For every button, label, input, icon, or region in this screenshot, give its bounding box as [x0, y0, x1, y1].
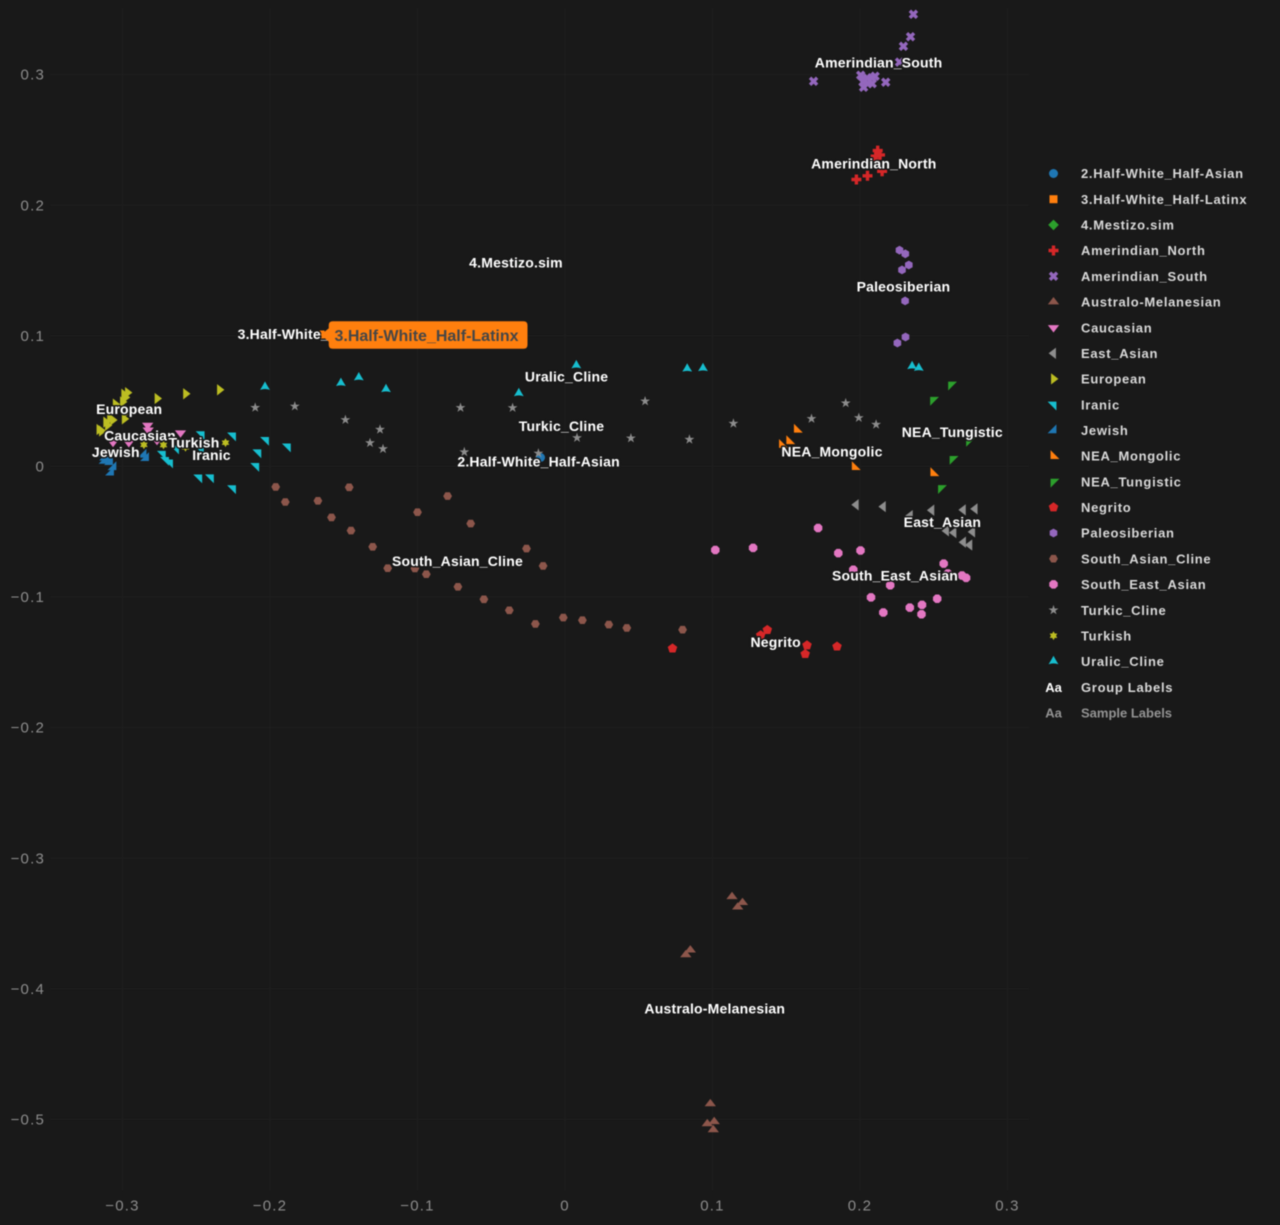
svg-text:Iranic: Iranic	[192, 447, 231, 463]
svg-text:4.Mestizo.sim: 4.Mestizo.sim	[469, 255, 563, 271]
svg-text:Iranic: Iranic	[1081, 397, 1120, 412]
svg-text:Group Labels: Group Labels	[1081, 680, 1173, 695]
svg-text:3.Half-White_Half-Latinx: 3.Half-White_Half-Latinx	[1081, 192, 1247, 207]
svg-text:0.3: 0.3	[995, 1198, 1019, 1215]
svg-text:Turkish: Turkish	[169, 435, 220, 451]
svg-text:Jewish: Jewish	[92, 444, 140, 460]
svg-text:NEA_Tungistic: NEA_Tungistic	[1081, 474, 1182, 489]
svg-text:Amerindian_South: Amerindian_South	[1081, 269, 1208, 284]
svg-text:−0.2: −0.2	[11, 720, 45, 737]
svg-text:−0.1: −0.1	[11, 589, 45, 606]
svg-text:NEA_Mongolic: NEA_Mongolic	[1081, 449, 1181, 464]
svg-text:−0.2: −0.2	[253, 1198, 287, 1215]
svg-text:4.Mestizo.sim: 4.Mestizo.sim	[1081, 218, 1175, 233]
svg-text:East_Asian: East_Asian	[1081, 346, 1158, 361]
svg-text:NEA_Tungistic: NEA_Tungistic	[902, 424, 1003, 440]
svg-text:2.Half-White_Half-Asian: 2.Half-White_Half-Asian	[1081, 166, 1244, 181]
svg-text:South_Asian_Cline: South_Asian_Cline	[392, 553, 523, 569]
svg-text:Negrito: Negrito	[1081, 500, 1131, 515]
svg-text:Turkic_Cline: Turkic_Cline	[519, 418, 604, 434]
svg-text:Uralic_Cline: Uralic_Cline	[525, 368, 608, 384]
svg-text:Turkic_Cline: Turkic_Cline	[1081, 603, 1166, 618]
svg-text:Negrito: Negrito	[750, 634, 800, 650]
svg-text:Caucasian: Caucasian	[1081, 320, 1152, 335]
svg-text:0.1: 0.1	[700, 1198, 724, 1215]
svg-text:0.2: 0.2	[848, 1198, 872, 1215]
svg-text:Australo-Melanesian: Australo-Melanesian	[644, 1001, 785, 1017]
svg-text:Sample Labels: Sample Labels	[1081, 706, 1172, 721]
svg-text:Caucasian: Caucasian	[104, 428, 176, 444]
svg-text:Jewish: Jewish	[1081, 423, 1129, 438]
svg-text:South_East_Asian: South_East_Asian	[1081, 577, 1206, 592]
svg-text:Uralic_Cline: Uralic_Cline	[1081, 654, 1165, 669]
svg-text:0.1: 0.1	[21, 328, 45, 345]
svg-text:Aa: Aa	[1045, 706, 1062, 721]
svg-text:Australo-Melanesian: Australo-Melanesian	[1081, 295, 1221, 310]
svg-text:Turkish: Turkish	[1081, 628, 1132, 643]
svg-text:−0.3: −0.3	[11, 850, 45, 867]
svg-text:Amerindian_North: Amerindian_North	[1081, 243, 1206, 258]
svg-text:NEA_Mongolic: NEA_Mongolic	[781, 443, 882, 459]
svg-text:−0.5: −0.5	[11, 1112, 45, 1129]
svg-text:Amerindian_North: Amerindian_North	[811, 155, 936, 171]
svg-text:−0.4: −0.4	[11, 981, 45, 998]
svg-text:2.Half-White_Half-Asian: 2.Half-White_Half-Asian	[457, 454, 620, 470]
svg-text:European: European	[1081, 372, 1147, 387]
svg-text:−0.1: −0.1	[400, 1198, 434, 1215]
svg-text:Paleosiberian: Paleosiberian	[1081, 526, 1175, 541]
svg-text:0: 0	[35, 459, 45, 476]
svg-text:European: European	[96, 401, 162, 417]
svg-text:0: 0	[560, 1198, 570, 1215]
svg-text:East_Asian: East_Asian	[904, 514, 981, 530]
svg-text:South_Asian_Cline: South_Asian_Cline	[1081, 551, 1211, 566]
svg-text:South_East_Asian: South_East_Asian	[832, 568, 958, 584]
svg-text:0.3: 0.3	[21, 67, 45, 84]
svg-text:Aa: Aa	[1045, 680, 1062, 695]
svg-text:−0.3: −0.3	[105, 1198, 139, 1215]
svg-text:Amerindian_South: Amerindian_South	[815, 55, 943, 71]
svg-text:3.Half-White_Half-Latinx: 3.Half-White_Half-Latinx	[335, 328, 519, 345]
svg-text:0.2: 0.2	[21, 197, 45, 214]
svg-text:Paleosiberian: Paleosiberian	[857, 279, 951, 295]
